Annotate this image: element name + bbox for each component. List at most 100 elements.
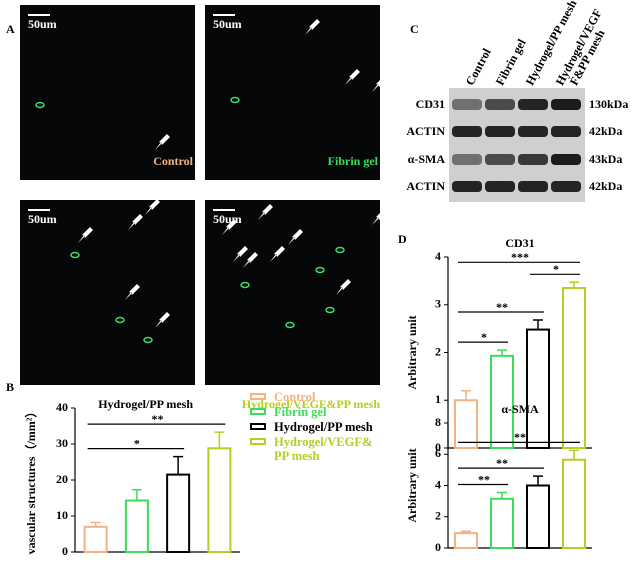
micrograph — [205, 200, 380, 385]
scale-bar-label: 50um — [28, 17, 57, 31]
arrow — [288, 229, 303, 245]
blot-size-label: 130kDa — [589, 97, 628, 111]
legend-text: Fibrin gel — [274, 405, 327, 419]
blot-row-label: ACTIN — [406, 124, 445, 138]
image-caption: Hydrogel/VEGF&PP mesh — [242, 397, 380, 411]
error-bar — [461, 389, 471, 401]
y-tick-label: 0 — [62, 544, 68, 558]
vessel-signal — [230, 96, 240, 104]
significance-label: * — [481, 330, 487, 344]
image-caption: Control — [153, 154, 193, 168]
y-tick-label: 8 — [435, 415, 441, 429]
error-bar — [497, 349, 507, 356]
y-tick-label: 0 — [435, 440, 441, 454]
blot-band — [551, 154, 581, 165]
panel-label: A — [6, 22, 15, 36]
vessel-signal — [35, 101, 45, 109]
arrow — [155, 312, 170, 328]
arrow — [78, 227, 93, 243]
significance-label: ** — [514, 430, 526, 444]
significance-label: ** — [478, 472, 490, 486]
vessel-signal — [240, 281, 250, 289]
arrow — [222, 219, 237, 235]
error-bar — [497, 491, 507, 499]
bar — [562, 458, 586, 549]
y-tick-label: 40 — [56, 400, 68, 414]
arrow — [372, 209, 387, 225]
significance-label: ** — [496, 300, 508, 314]
blot-band — [452, 99, 482, 110]
bar — [454, 532, 478, 549]
vessel-signal — [70, 251, 80, 259]
y-tick-label: 4 — [435, 249, 441, 263]
vessel-signal — [115, 316, 125, 324]
blot-size-label: 42kDa — [589, 179, 622, 193]
bar — [83, 525, 108, 553]
vessel-signal — [315, 266, 325, 274]
chart-title: α-SMA — [501, 402, 539, 416]
significance-label: ** — [152, 412, 164, 426]
arrow — [258, 204, 273, 220]
scale-bar-label: 50um — [213, 17, 242, 31]
bar — [526, 328, 550, 449]
blot-band — [485, 181, 515, 192]
blot-band — [551, 99, 581, 110]
bar — [490, 497, 514, 549]
panel-label: C — [410, 22, 419, 36]
blot-row-label: CD31 — [416, 97, 445, 111]
blot-band — [551, 126, 581, 137]
y-tick-label: 0 — [435, 540, 441, 554]
vessel-signal — [335, 246, 345, 254]
y-tick-label: 4 — [435, 477, 441, 491]
legend-swatch — [250, 393, 266, 400]
micrograph — [205, 5, 380, 180]
legend-item: Hydrogel/VEGF& PP mesh — [248, 435, 373, 463]
arrow — [128, 214, 143, 230]
panel-label: D — [398, 232, 407, 246]
micrograph — [20, 200, 195, 385]
error-bar — [214, 431, 225, 449]
blot-band — [518, 154, 548, 165]
legend-swatch — [250, 408, 266, 415]
error-bar — [533, 475, 543, 486]
arrow — [155, 134, 170, 150]
arrow — [372, 76, 387, 92]
arrow — [145, 199, 160, 215]
error-bar — [173, 455, 184, 475]
y-tick-label: 6 — [435, 446, 441, 460]
blot-band — [452, 126, 482, 137]
y-tick-label: 10 — [56, 508, 68, 522]
significance-label: * — [134, 436, 140, 450]
bar — [207, 447, 232, 554]
y-axis-label: Arbitrary unit — [405, 448, 419, 522]
y-tick-label: 2 — [435, 344, 441, 358]
error-bar — [533, 319, 543, 330]
bar — [526, 484, 550, 549]
blot-size-label: 42kDa — [589, 124, 622, 138]
blot-size-label: 43kDa — [589, 152, 622, 166]
blot-band — [551, 181, 581, 192]
blot-row-label: ACTIN — [406, 179, 445, 193]
lane-label: Control — [463, 45, 494, 87]
chart-title: CD31 — [505, 236, 534, 250]
legend-item: Hydrogel/PP mesh — [248, 420, 373, 434]
vessel-signal — [143, 336, 153, 344]
significance-label: * — [553, 262, 559, 276]
arrow — [336, 279, 351, 295]
bar — [166, 473, 191, 554]
significance-label: ** — [496, 456, 508, 470]
error-bar — [569, 449, 579, 460]
y-tick-label: 1 — [435, 392, 441, 406]
bar — [454, 399, 478, 449]
legend-text: Hydrogel/VEGF& PP mesh — [274, 435, 373, 463]
legend-swatch — [250, 423, 266, 430]
y-tick-label: 20 — [56, 472, 68, 486]
arrow — [233, 246, 248, 262]
error-bar — [461, 530, 471, 534]
image-caption: Hydrogel/PP mesh — [98, 397, 193, 411]
legend-swatch — [250, 438, 266, 445]
scale-bar-label: 50um — [28, 212, 57, 226]
bar — [124, 499, 149, 553]
blot-band — [518, 181, 548, 192]
